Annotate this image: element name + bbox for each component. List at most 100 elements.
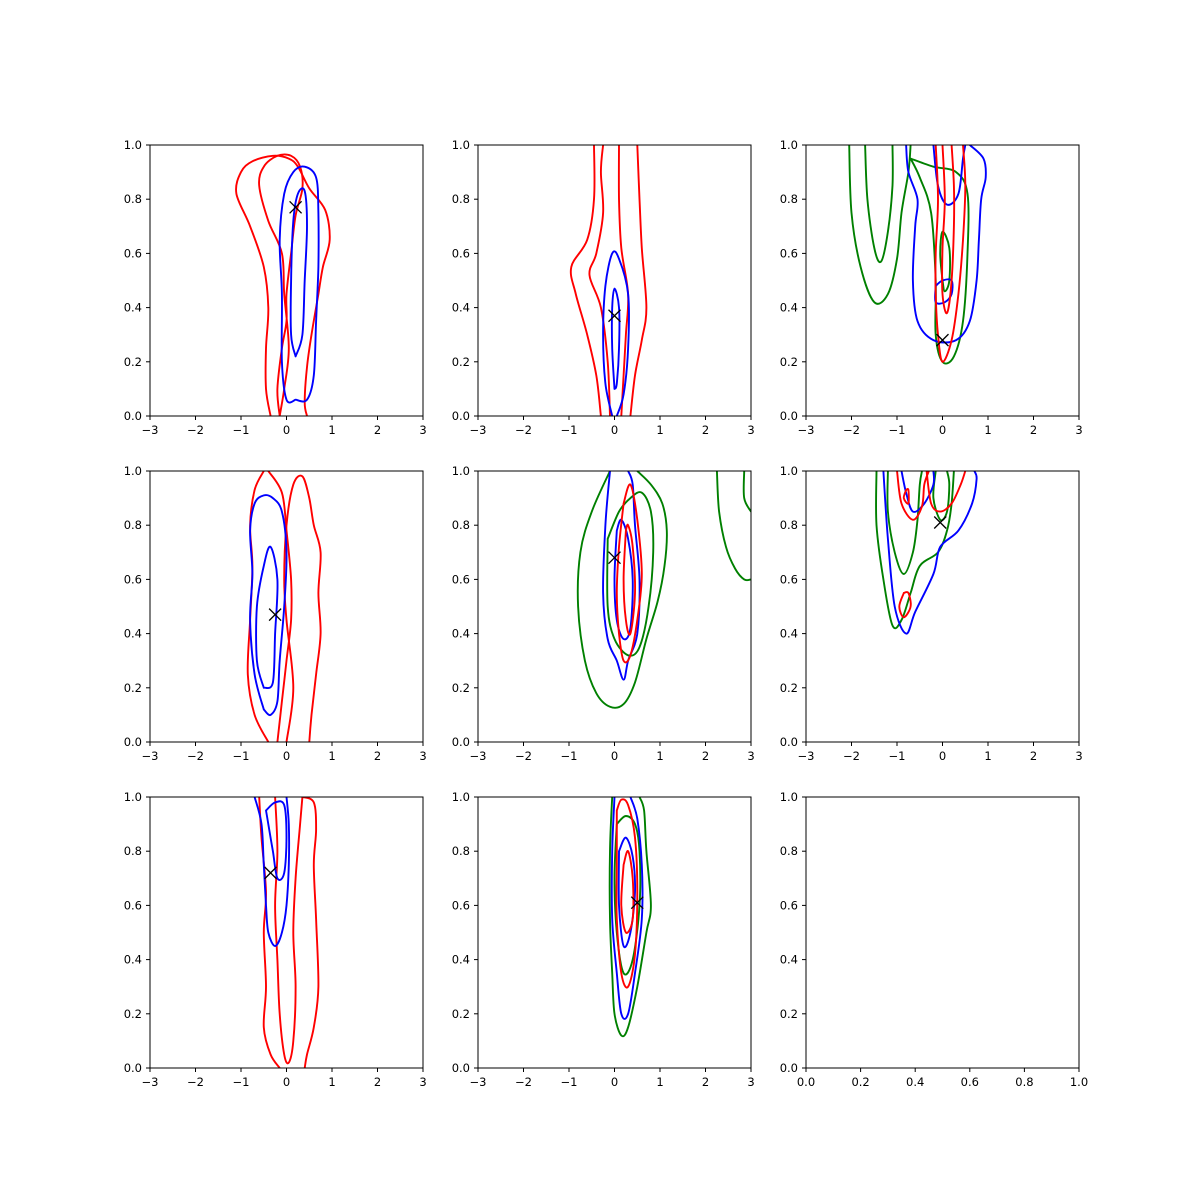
x-tick-label: −3 xyxy=(798,423,815,437)
subplot-r1-c0: −3 −2 −1 0 1 2 3 0.0 0.2 0.4 0.6 0.8 1.0 xyxy=(124,464,427,763)
contour-red-5 xyxy=(896,471,930,521)
x-tick-label: 1 xyxy=(656,423,663,437)
y-tick-label: 0.8 xyxy=(452,192,470,206)
x-tick-label: −3 xyxy=(142,423,159,437)
x-tick-label: −3 xyxy=(142,749,159,763)
x-tick-label: −1 xyxy=(561,423,578,437)
x-tick-label: 3 xyxy=(747,1075,754,1089)
contour-group xyxy=(875,471,978,635)
contour-red-2 xyxy=(283,474,322,742)
x-tick-label: 1 xyxy=(656,1075,663,1089)
contour-green-2 xyxy=(715,471,751,582)
y-tick-label: 0.2 xyxy=(452,681,470,695)
axes-frame xyxy=(477,796,752,1069)
contour-red-1 xyxy=(267,471,293,742)
x-marker xyxy=(608,551,621,565)
x-tick-label: 2 xyxy=(1030,749,1037,763)
y-tick-label: 0.6 xyxy=(780,898,798,912)
contour-blue-3 xyxy=(249,494,288,717)
x-tick-label: −2 xyxy=(187,1075,204,1089)
y-tick-label: 0.8 xyxy=(780,192,798,206)
y-tick-label: 0.6 xyxy=(452,898,470,912)
y-tick-label: 0.6 xyxy=(780,572,798,586)
y-tick-label: 0.8 xyxy=(452,518,470,532)
contour-blue-5 xyxy=(613,518,634,641)
contour-red-8 xyxy=(941,145,956,315)
y-tick-label: 0.4 xyxy=(124,953,142,967)
contour-group xyxy=(608,797,652,1038)
y-tick-label: 0.0 xyxy=(780,409,798,423)
subplot-r1-c2: −3 −2 −1 0 1 2 3 0.0 0.2 0.4 0.6 0.8 1.0 xyxy=(780,464,1083,763)
contour-blue-5 xyxy=(610,287,621,390)
y-tick-label: 0.0 xyxy=(124,1061,142,1075)
y-tick-label: 0.2 xyxy=(452,1007,470,1021)
contour-group xyxy=(235,153,331,416)
y-tick-label: 0.0 xyxy=(452,735,470,749)
x-tick-label: −1 xyxy=(233,423,250,437)
contour-group xyxy=(576,471,751,709)
contour-red-1 xyxy=(274,797,304,1065)
contour-blue-4 xyxy=(905,145,987,344)
axes-frame xyxy=(805,796,1080,1069)
contour-red-4 xyxy=(615,798,639,989)
y-tick-label: 1.0 xyxy=(124,138,142,152)
x-tick-label: 3 xyxy=(1075,423,1082,437)
y-tick-label: 0.2 xyxy=(780,1007,798,1021)
x-tick-label: −2 xyxy=(187,423,204,437)
x-tick-label: −3 xyxy=(470,1075,487,1089)
x-tick-label: 2 xyxy=(374,749,381,763)
contour-group xyxy=(246,471,322,742)
contour-green-0 xyxy=(875,471,955,630)
x-tick-label: 0 xyxy=(283,423,290,437)
contour-green-3 xyxy=(742,471,751,513)
x-tick-label: −1 xyxy=(889,749,906,763)
x-tick-label: 1 xyxy=(328,423,335,437)
contour-green-2 xyxy=(909,157,970,365)
y-tick-label: 1.0 xyxy=(452,790,470,804)
subplot-r0-c0: −3 −2 −1 0 1 2 3 0.0 0.2 0.4 0.6 0.8 1.0 xyxy=(124,138,427,437)
y-tick-label: 0.2 xyxy=(780,355,798,369)
contour-green-0 xyxy=(848,145,912,305)
x-tick-label: −3 xyxy=(470,749,487,763)
x-tick-label: −3 xyxy=(798,749,815,763)
x-tick-label: −1 xyxy=(889,423,906,437)
x-tick-label: 0 xyxy=(283,749,290,763)
x-tick-label: 0 xyxy=(611,749,618,763)
contour-group xyxy=(848,145,987,365)
contour-red-2 xyxy=(588,145,611,416)
y-tick-label: 0.6 xyxy=(780,246,798,260)
y-tick-label: 1.0 xyxy=(780,464,798,478)
x-tick-label: −1 xyxy=(561,1075,578,1089)
x-tick-label: 0.8 xyxy=(1015,1075,1033,1089)
contour-red-0 xyxy=(258,797,281,1068)
contour-red-5 xyxy=(620,850,635,934)
y-tick-label: 0.8 xyxy=(780,518,798,532)
y-tick-label: 0.4 xyxy=(124,301,142,315)
contour-red-2 xyxy=(301,797,320,1068)
y-tick-label: 1.0 xyxy=(780,138,798,152)
contour-red-8 xyxy=(898,591,912,619)
y-tick-label: 0.4 xyxy=(452,953,470,967)
x-tick-label: 3 xyxy=(419,423,426,437)
y-tick-label: 0.0 xyxy=(780,735,798,749)
x-tick-label: 3 xyxy=(419,749,426,763)
y-tick-label: 0.8 xyxy=(124,192,142,206)
y-tick-label: 0.0 xyxy=(124,409,142,423)
contour-blue-3 xyxy=(289,187,308,358)
y-tick-label: 0.4 xyxy=(452,301,470,315)
axes-frame xyxy=(149,470,424,743)
contour-red-1 xyxy=(258,153,304,416)
y-tick-label: 0.2 xyxy=(124,1007,142,1021)
x-tick-label: 2 xyxy=(374,423,381,437)
x-tick-label: −2 xyxy=(515,1075,532,1089)
subplot-r2-c2: 0.0 0.2 0.4 0.6 0.8 1.0 0.0 0.2 0.4 0.6 0.8 1.0 xyxy=(780,790,1088,1089)
x-tick-label: −1 xyxy=(233,749,250,763)
y-tick-label: 0.4 xyxy=(780,627,798,641)
x-tick-label: 2 xyxy=(374,1075,381,1089)
contour-green-2 xyxy=(932,471,951,522)
y-tick-label: 0.6 xyxy=(452,572,470,586)
subplot-r2-c0: −3 −2 −1 0 1 2 3 0.0 0.2 0.4 0.6 0.8 1.0 xyxy=(124,790,427,1089)
contour-group xyxy=(253,797,320,1068)
x-tick-label: −1 xyxy=(233,1075,250,1089)
x-tick-label: 0 xyxy=(611,1075,618,1089)
